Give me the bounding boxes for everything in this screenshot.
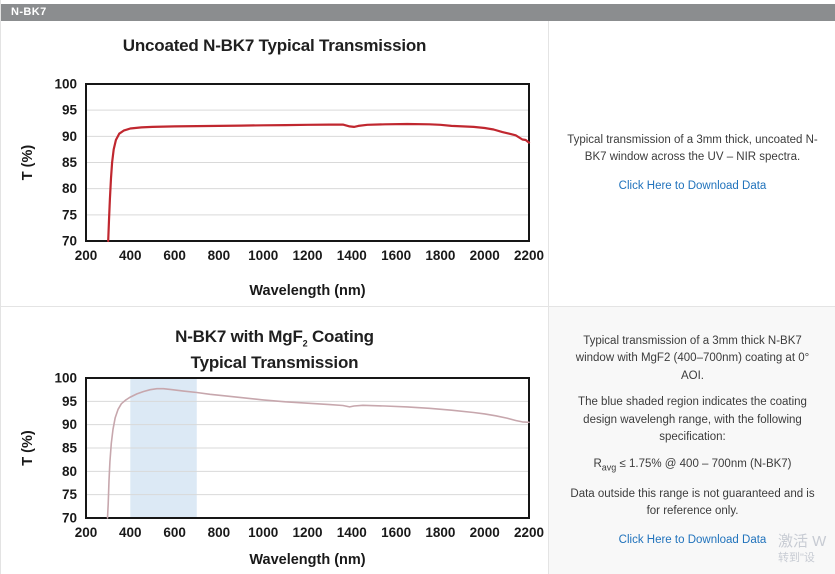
- svg-text:600: 600: [163, 248, 186, 263]
- svg-text:75: 75: [62, 207, 78, 222]
- coated-transmission-chart: 70 75 80 85 90 95 100 200 400 600 800 1000 1200 1400 1…: [20, 371, 544, 568]
- svg-text:80: 80: [62, 181, 77, 196]
- svg-text:1400: 1400: [337, 525, 367, 540]
- svg-text:2000: 2000: [470, 525, 500, 540]
- uncoated-transmission-chart: 70 75 80 85 90 95 100 200 400 600 800 1000 1200 1400 1…: [20, 77, 544, 300]
- uncoated-description-panel: Typical transmission of a 3mm thick, unc…: [548, 21, 835, 306]
- svg-text:Wavelength (nm): Wavelength (nm): [249, 283, 365, 299]
- svg-text:1200: 1200: [292, 525, 322, 540]
- svg-text:T (%): T (%): [20, 145, 36, 181]
- svg-text:75: 75: [62, 487, 78, 502]
- shaded-region-note: The blue shaded region indicates the coa…: [578, 396, 807, 444]
- uncoated-section: Uncoated N-BK7 Typical Transmission 70 75…: [1, 21, 835, 306]
- svg-text:2000: 2000: [470, 248, 500, 263]
- svg-text:1600: 1600: [381, 525, 411, 540]
- svg-text:1000: 1000: [248, 525, 278, 540]
- svg-text:70: 70: [62, 511, 77, 526]
- svg-text:85: 85: [62, 441, 78, 456]
- svg-text:T (%): T (%): [20, 430, 36, 466]
- uncoated-description: Typical transmission of a 3mm thick, unc…: [567, 133, 818, 164]
- coated-chart-title: N-BK7 with MgF2 Coating Typical Transmis…: [175, 327, 374, 373]
- coated-description-panel: Typical transmission of a 3mm thick N-BK…: [548, 307, 835, 574]
- svg-text:100: 100: [54, 371, 77, 386]
- svg-text:400: 400: [119, 525, 142, 540]
- svg-text:1600: 1600: [381, 248, 411, 263]
- svg-text:95: 95: [62, 103, 78, 118]
- svg-text:90: 90: [62, 417, 77, 432]
- svg-text:95: 95: [62, 394, 78, 409]
- material-header-bar: N-BK7: [1, 4, 835, 21]
- svg-text:1800: 1800: [425, 248, 455, 263]
- download-data-link-uncoated[interactable]: Click Here to Download Data: [618, 179, 767, 192]
- svg-text:100: 100: [54, 77, 77, 92]
- svg-text:2200: 2200: [514, 525, 544, 540]
- svg-text:800: 800: [208, 525, 231, 540]
- svg-text:2200: 2200: [514, 248, 544, 263]
- coated-chart-panel: N-BK7 with MgF2 Coating Typical Transmis…: [1, 307, 548, 574]
- material-title: N-BK7: [11, 6, 47, 18]
- svg-text:200: 200: [75, 525, 98, 540]
- svg-text:Wavelength (nm): Wavelength (nm): [249, 552, 365, 568]
- coated-section: N-BK7 with MgF2 Coating Typical Transmis…: [1, 306, 835, 574]
- uncoated-chart-title: Uncoated N-BK7 Typical Transmission: [122, 36, 427, 55]
- svg-text:400: 400: [119, 248, 142, 263]
- coated-description: Typical transmission of a 3mm thick N-BK…: [575, 334, 810, 382]
- svg-text:800: 800: [208, 248, 231, 263]
- svg-text:600: 600: [163, 525, 186, 540]
- reflectance-spec: Ravg ≤ 1.75% @ 400 – 700nm (N-BK7): [593, 457, 792, 473]
- svg-text:1400: 1400: [337, 248, 367, 263]
- svg-text:1800: 1800: [425, 525, 455, 540]
- download-data-link-coated[interactable]: Click Here to Download Data: [618, 533, 767, 546]
- svg-text:85: 85: [62, 155, 78, 170]
- svg-text:70: 70: [62, 234, 77, 249]
- svg-text:200: 200: [75, 248, 98, 263]
- svg-text:90: 90: [62, 129, 77, 144]
- svg-text:1200: 1200: [292, 248, 322, 263]
- uncoated-chart-panel: Uncoated N-BK7 Typical Transmission 70 75…: [1, 21, 548, 306]
- coated-disclaimer: Data outside this range is not guarantee…: [570, 487, 815, 518]
- svg-text:80: 80: [62, 464, 77, 479]
- svg-text:1000: 1000: [248, 248, 278, 263]
